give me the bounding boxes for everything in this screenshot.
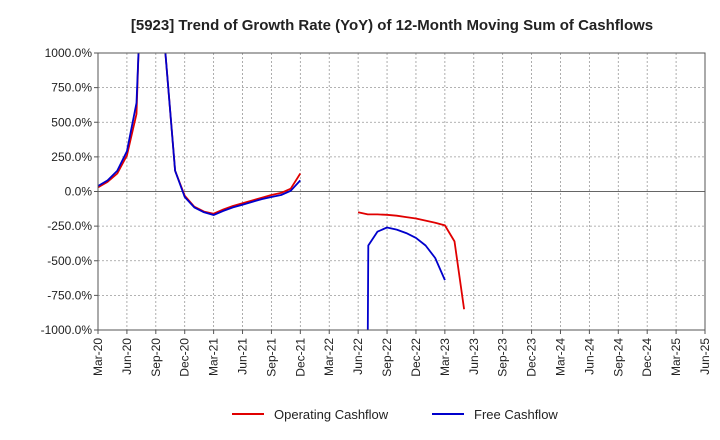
y-tick-label: -1000.0% <box>41 323 93 337</box>
y-tick-label: 1000.0% <box>45 46 93 60</box>
x-tick-label: Sep-20 <box>149 338 163 377</box>
y-tick-label: -750.0% <box>47 288 92 302</box>
series-line-free-cashflow <box>164 53 301 216</box>
x-tick-label: Sep-24 <box>611 338 625 377</box>
y-tick-label: 250.0% <box>51 150 92 164</box>
grid-lines <box>98 53 705 330</box>
x-tick-label: Jun-23 <box>467 338 481 375</box>
x-tick-label: Mar-22 <box>322 338 336 376</box>
x-tick-label: Mar-20 <box>91 338 105 376</box>
legend-label: Free Cashflow <box>474 407 558 422</box>
x-tick-label: Mar-24 <box>553 338 567 376</box>
x-tick-label: Dec-22 <box>409 338 423 377</box>
x-tick-label: Sep-21 <box>264 338 278 377</box>
series-line-operating-cashflow <box>357 211 465 310</box>
legend-item-free-cashflow: Free Cashflow <box>432 407 558 422</box>
x-tick-label: Dec-21 <box>293 338 307 377</box>
series-line-operating-cashflow <box>164 53 302 215</box>
y-tick-label: 750.0% <box>51 81 92 95</box>
legend-item-operating-cashflow: Operating Cashflow <box>232 407 389 422</box>
y-tick-label: -250.0% <box>47 219 92 233</box>
x-tick-label: Jun-24 <box>582 338 596 375</box>
x-tick-label: Jun-21 <box>236 338 250 375</box>
series-line-free-cashflow <box>366 226 446 330</box>
x-tick-label: Jun-25 <box>698 338 712 375</box>
x-tick-label: Dec-20 <box>178 338 192 377</box>
x-tick-label: Jun-22 <box>351 338 365 375</box>
x-tick-label: Mar-21 <box>207 338 221 376</box>
y-tick-label: 0.0% <box>65 185 93 199</box>
series-layer <box>98 53 465 330</box>
x-tick-label: Jun-20 <box>120 338 134 375</box>
x-tick-label: Dec-23 <box>525 338 539 377</box>
y-axis-ticks: 1000.0% 750.0% 500.0% 250.0% 0.0% -250.0% -500… <box>41 46 98 337</box>
x-tick-label: Sep-22 <box>380 338 394 377</box>
y-tick-label: -500.0% <box>47 254 92 268</box>
legend-label: Operating Cashflow <box>274 407 389 422</box>
x-tick-label: Mar-25 <box>669 338 683 376</box>
x-tick-label: Mar-23 <box>438 338 452 376</box>
series-line-free-cashflow <box>98 53 140 187</box>
legend: Operating Cashflow Free Cashflow <box>232 407 558 422</box>
x-axis-ticks: Mar-20 Jun-20 Sep-20 Dec-20 Mar-21 Jun-21 Sep-… <box>91 330 712 377</box>
chart-title: [5923] Trend of Growth Rate (YoY) of 12-… <box>131 17 653 34</box>
y-tick-label: 500.0% <box>51 115 92 129</box>
x-tick-label: Dec-24 <box>640 338 654 377</box>
x-tick-label: Sep-23 <box>496 338 510 377</box>
